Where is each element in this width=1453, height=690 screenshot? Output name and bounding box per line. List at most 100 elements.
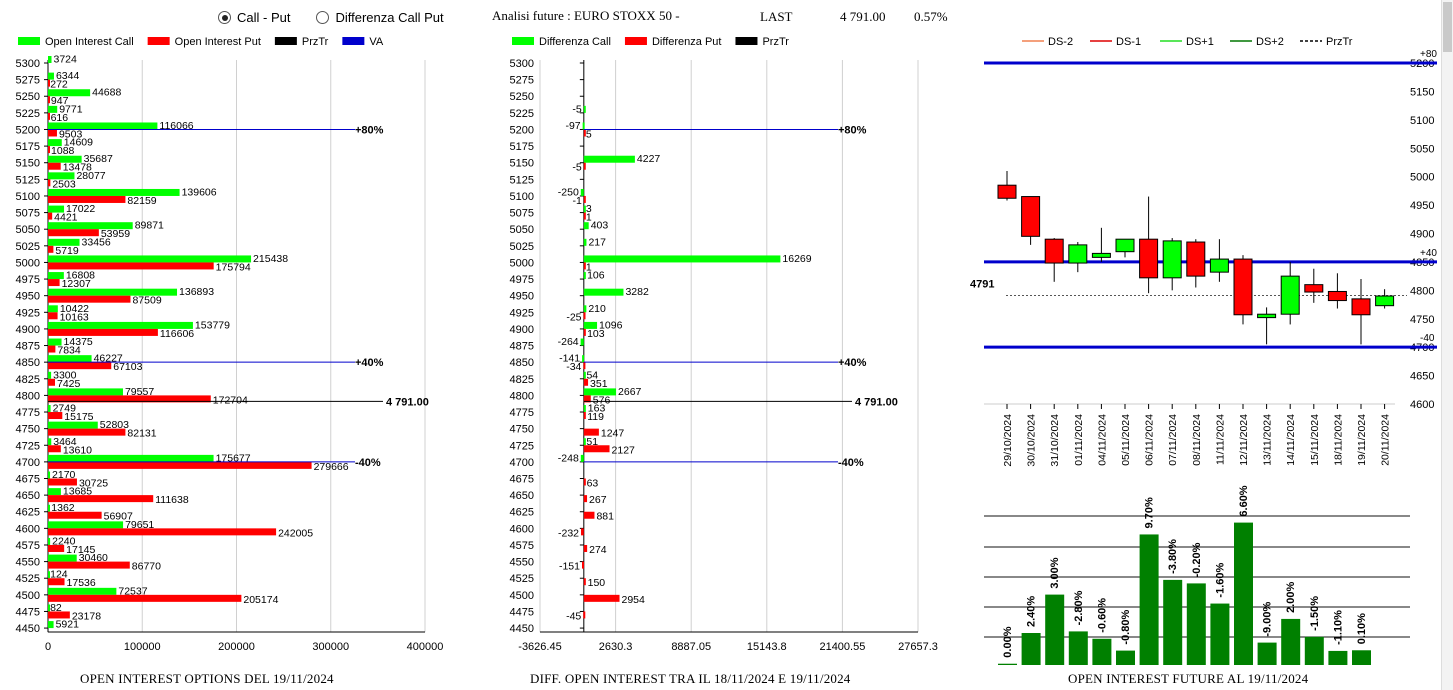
put-value-label: 272 [50, 79, 68, 91]
date-label: 15/11/2024 [1309, 414, 1321, 466]
put-bar [48, 79, 50, 87]
strike-label: 5250 [510, 91, 534, 103]
vertical-scrollbar[interactable] [1441, 0, 1453, 690]
call-value-label: 153779 [195, 319, 230, 331]
call-bar [583, 255, 781, 263]
x-tick-label: 21400.55 [819, 641, 865, 653]
radio-call-put[interactable]: Call - Put [218, 10, 290, 25]
date-label: 19/11/2024 [1356, 414, 1368, 466]
strike-label: 4575 [510, 540, 534, 552]
put-bar [48, 544, 65, 552]
strike-label: 4825 [510, 374, 534, 386]
call-value-label: -264 [558, 336, 579, 348]
future-bar-label: 3.00% [1049, 557, 1061, 588]
put-value-label: 9503 [59, 128, 83, 140]
strike-label: 5075 [510, 208, 534, 220]
call-value-label: 54 [586, 369, 598, 381]
candle-body [1021, 196, 1041, 237]
put-value-label: 4421 [54, 212, 78, 224]
scrollbar-thumb[interactable] [1443, 2, 1452, 52]
call-value-label: 1362 [51, 502, 75, 514]
put-bar [48, 378, 55, 386]
put-value-label: 116606 [160, 328, 194, 340]
strike-label: 4925 [16, 307, 40, 319]
legend-label-1-1: Differenza Put [652, 36, 722, 48]
put-bar [48, 561, 130, 569]
date-label: 18/11/2024 [1332, 414, 1344, 466]
date-label: 06/11/2024 [1144, 414, 1156, 466]
call-bar [48, 454, 214, 462]
strike-label: 4800 [16, 390, 40, 402]
put-value-label: -151 [559, 561, 580, 573]
put-value-label: 205174 [243, 594, 278, 606]
x-tick-label: 0 [45, 641, 51, 653]
call-value-label: 217 [588, 236, 606, 248]
call-bar [48, 139, 62, 147]
call-value-label: 139606 [182, 186, 217, 198]
call-value-label: -97 [565, 120, 580, 132]
candle-body [1233, 258, 1253, 316]
radio-unselected-icon [316, 11, 330, 24]
date-label: 08/11/2024 [1191, 414, 1203, 466]
put-bar [583, 195, 586, 203]
future-bar [1210, 603, 1230, 665]
strike-label: 5025 [16, 241, 40, 253]
x-tick-label: 27657.3 [898, 641, 938, 653]
strike-label: 5150 [510, 158, 534, 170]
put-value-label: 2954 [622, 594, 646, 606]
put-bar [583, 478, 586, 486]
call-value-label: 51 [586, 436, 598, 448]
future-bar [1139, 534, 1159, 665]
put-bar [48, 179, 51, 187]
call-value-label: 82 [50, 602, 62, 614]
call-bar [48, 537, 51, 545]
strike-label: 4500 [510, 590, 534, 602]
strike-label: 5100 [16, 191, 40, 203]
strike-label: 4525 [16, 573, 40, 585]
put-bar [48, 528, 277, 536]
call-bar [48, 89, 91, 97]
legend-label-candle-1: DS-1 [1116, 36, 1141, 48]
call-value-label: 9771 [59, 103, 83, 115]
future-bar-label: 2.00% [1285, 582, 1297, 613]
call-value-label: 16808 [66, 270, 95, 282]
date-label: 01/11/2024 [1073, 414, 1085, 466]
call-value-label: 2240 [52, 535, 76, 547]
put-bar [583, 362, 586, 370]
put-value-label: 279666 [314, 461, 349, 473]
price-label: 4 791.00 [855, 396, 898, 408]
put-bar [48, 295, 131, 303]
strike-label: 4625 [510, 507, 534, 519]
put-value-label: 23178 [72, 610, 101, 622]
call-value-label: 6344 [56, 70, 80, 82]
call-value-label: 5921 [56, 619, 80, 631]
put-value-label: 63 [587, 478, 599, 490]
date-label: 07/11/2024 [1167, 414, 1179, 466]
call-value-label: 72537 [118, 585, 147, 597]
put-bar [583, 578, 586, 586]
put-value-label: 947 [51, 95, 69, 107]
strike-label: 4650 [16, 490, 40, 502]
candle-body [1044, 238, 1064, 264]
put-value-label: 150 [588, 577, 606, 589]
legend-label-0-2: PrzTr [302, 36, 329, 48]
put-bar [48, 511, 102, 519]
call-bar [48, 105, 58, 113]
put-value-label: 1 [586, 261, 592, 273]
put-bar [48, 279, 60, 287]
call-value-label: 13685 [63, 486, 92, 498]
put-bar [48, 395, 211, 403]
legend-label-0-3: VA [369, 36, 384, 48]
y-tick-label: 5150 [1410, 86, 1434, 98]
put-bar [48, 262, 214, 270]
strike-label: 4525 [510, 573, 534, 585]
radio-differenza[interactable]: Differenza Call Put [316, 10, 444, 25]
future-bar-label: -1.50% [1309, 596, 1321, 631]
future-bar-label: -0.20% [1191, 542, 1203, 577]
call-value-label: 3 [586, 203, 592, 215]
candle-body [1280, 275, 1300, 315]
put-value-label: 616 [51, 112, 69, 124]
call-value-label: -5 [572, 103, 581, 115]
put-value-label: 53959 [101, 228, 130, 240]
footer-oi-future: OPEN INTEREST FUTURE AL 19/11/2024 [1068, 671, 1309, 686]
